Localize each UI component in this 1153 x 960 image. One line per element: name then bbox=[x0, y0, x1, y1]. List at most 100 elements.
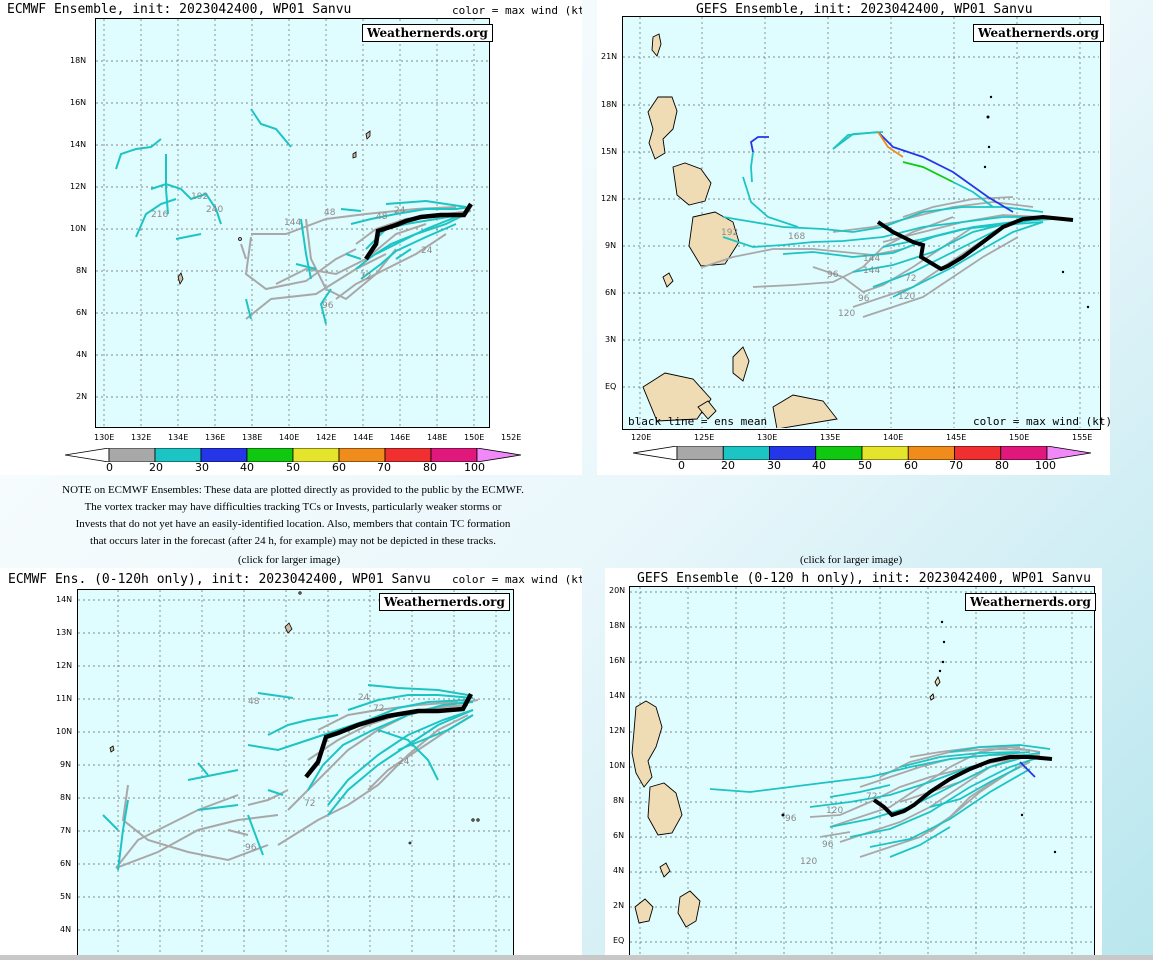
map-plot-area: 192 216 240 144 48 48 24 24 72 96 bbox=[95, 18, 490, 428]
track-label: 72 bbox=[866, 792, 877, 802]
lat-label: 10N bbox=[609, 761, 626, 770]
track-label: 96 bbox=[822, 840, 834, 850]
lon-label: 145E bbox=[946, 433, 967, 442]
gefs-ensemble-panel[interactable]: GEFS Ensemble, init: 2023042400, WP01 Sa… bbox=[597, 0, 1110, 475]
colorbar-end-cap bbox=[476, 448, 521, 462]
lon-label: 155E bbox=[1072, 433, 1093, 442]
note-line: that occurs later in the forecast (after… bbox=[90, 535, 496, 547]
track-label: 48 bbox=[376, 212, 388, 222]
track-label: 96 bbox=[858, 294, 870, 304]
gefs-120h-track-map: 72 120 96 96 120 bbox=[630, 587, 1093, 960]
track-label: 120 bbox=[800, 857, 817, 867]
ecmwf-120h-panel[interactable]: ECMWF Ens. (0-120h only), init: 20230424… bbox=[0, 568, 582, 960]
colorbar-segment bbox=[1000, 446, 1048, 460]
colorbar-label: 70 bbox=[949, 459, 963, 472]
colorbar-label: 60 bbox=[332, 461, 346, 474]
colorbar-label: 70 bbox=[377, 461, 391, 474]
lat-label: 9N bbox=[605, 241, 617, 250]
colorbar-segment bbox=[861, 446, 909, 460]
track-label: 24 bbox=[398, 757, 410, 767]
track-label: 144 bbox=[863, 254, 880, 264]
colorbar-start-cap bbox=[633, 446, 678, 460]
lat-label: EQ bbox=[605, 382, 617, 391]
gefs-120h-panel[interactable]: GEFS Ensemble (0-120 h only), init: 2023… bbox=[605, 568, 1102, 960]
lon-label: 152E bbox=[501, 433, 522, 442]
lat-label: 2N bbox=[613, 901, 625, 910]
colorbar-label: 40 bbox=[812, 459, 826, 472]
lat-label: 18N bbox=[70, 56, 87, 65]
lon-label: 142E bbox=[316, 433, 337, 442]
weathernerds-watermark: Weathernerds.org bbox=[379, 593, 510, 611]
lat-label: 20N bbox=[609, 586, 626, 595]
panel-title: GEFS Ensemble (0-120 h only), init: 2023… bbox=[637, 571, 1091, 586]
color-legend-label: color = max wind (kt) bbox=[452, 4, 582, 17]
colorbar-segment bbox=[815, 446, 863, 460]
colorbar-label: 20 bbox=[149, 461, 163, 474]
lat-label: 14N bbox=[70, 140, 87, 149]
lat-label: 16N bbox=[70, 98, 87, 107]
lat-label: 8N bbox=[76, 266, 88, 275]
lat-label: 4N bbox=[76, 350, 88, 359]
colorbar-segment bbox=[246, 448, 294, 462]
note-line: The vortex tracker may have difficulties… bbox=[84, 501, 502, 513]
colorbar-label: 0 bbox=[678, 459, 685, 472]
lon-label: 150E bbox=[1009, 433, 1030, 442]
ens-mean-note: black line = ens mean bbox=[628, 415, 768, 428]
colorbar-segment bbox=[430, 448, 478, 462]
track-label: 72 bbox=[905, 274, 916, 284]
colorbar-end-cap bbox=[1046, 446, 1091, 460]
colorbar-segment bbox=[676, 446, 724, 460]
lat-label: 6N bbox=[613, 831, 625, 840]
click-for-larger-link[interactable]: (click for larger image) bbox=[238, 554, 341, 566]
panel-title: ECMWF Ens. (0-120h only), init: 20230424… bbox=[8, 572, 431, 587]
lon-label: 148E bbox=[427, 433, 448, 442]
lon-label: 150E bbox=[464, 433, 485, 442]
lat-label: 6N bbox=[76, 308, 88, 317]
track-label: 216 bbox=[151, 210, 168, 220]
lat-label: 3N bbox=[605, 335, 617, 344]
track-label: 72 bbox=[360, 272, 371, 282]
lat-label: 12N bbox=[56, 661, 73, 670]
colorbar-label: 80 bbox=[423, 461, 437, 474]
lat-label: 14N bbox=[609, 691, 626, 700]
click-for-larger-link[interactable]: (click for larger image) bbox=[800, 554, 903, 566]
lat-label: 8N bbox=[60, 793, 72, 802]
track-label: 96 bbox=[322, 301, 334, 311]
track-label: 24 bbox=[421, 246, 433, 256]
colorbar-label: 50 bbox=[858, 459, 872, 472]
color-legend-label: color = max wind (kt) bbox=[452, 573, 582, 586]
colorbar-label: 20 bbox=[721, 459, 735, 472]
lat-label: 15N bbox=[601, 147, 618, 156]
colorbar-segment bbox=[769, 446, 817, 460]
wind-colorbar bbox=[633, 446, 1091, 460]
colorbar-label: 30 bbox=[195, 461, 209, 474]
track-label: 96 bbox=[245, 843, 257, 853]
colorbar-label: 40 bbox=[240, 461, 254, 474]
colorbar-segment bbox=[200, 448, 248, 462]
track-label: 120 bbox=[826, 806, 843, 816]
colorbar-label: 30 bbox=[767, 459, 781, 472]
color-legend-label: color = max wind (kt) bbox=[973, 415, 1110, 428]
track-label: 96 bbox=[827, 270, 839, 280]
colorbar-segment bbox=[384, 448, 432, 462]
colorbar-label: 60 bbox=[904, 459, 918, 472]
track-label: 240 bbox=[206, 205, 223, 215]
track-label: 24 bbox=[394, 206, 406, 216]
track-label: 192 bbox=[721, 228, 738, 238]
ecmwf-ensemble-panel[interactable]: ECMWF Ensemble, init: 2023042400, WP01 S… bbox=[0, 0, 582, 475]
colorbar-svg bbox=[633, 446, 1091, 460]
panel-title: ECMWF Ensemble, init: 2023042400, WP01 S… bbox=[7, 2, 352, 17]
lon-label: 134E bbox=[168, 433, 189, 442]
colorbar-start-cap bbox=[65, 448, 110, 462]
weathernerds-watermark: Weathernerds.org bbox=[362, 24, 493, 42]
colorbar-svg bbox=[65, 448, 521, 462]
colorbar-segment bbox=[338, 448, 386, 462]
lat-label: 8N bbox=[613, 796, 625, 805]
note-line: NOTE on ECMWF Ensembles: These data are … bbox=[62, 484, 524, 496]
lat-label: 18N bbox=[609, 621, 626, 630]
colorbar-segment bbox=[722, 446, 770, 460]
lat-label: 16N bbox=[609, 656, 626, 665]
map-plot-area: 72 120 96 96 120 bbox=[629, 586, 1095, 960]
window-scrollbar[interactable] bbox=[0, 955, 1153, 960]
track-label: 48 bbox=[324, 208, 336, 218]
